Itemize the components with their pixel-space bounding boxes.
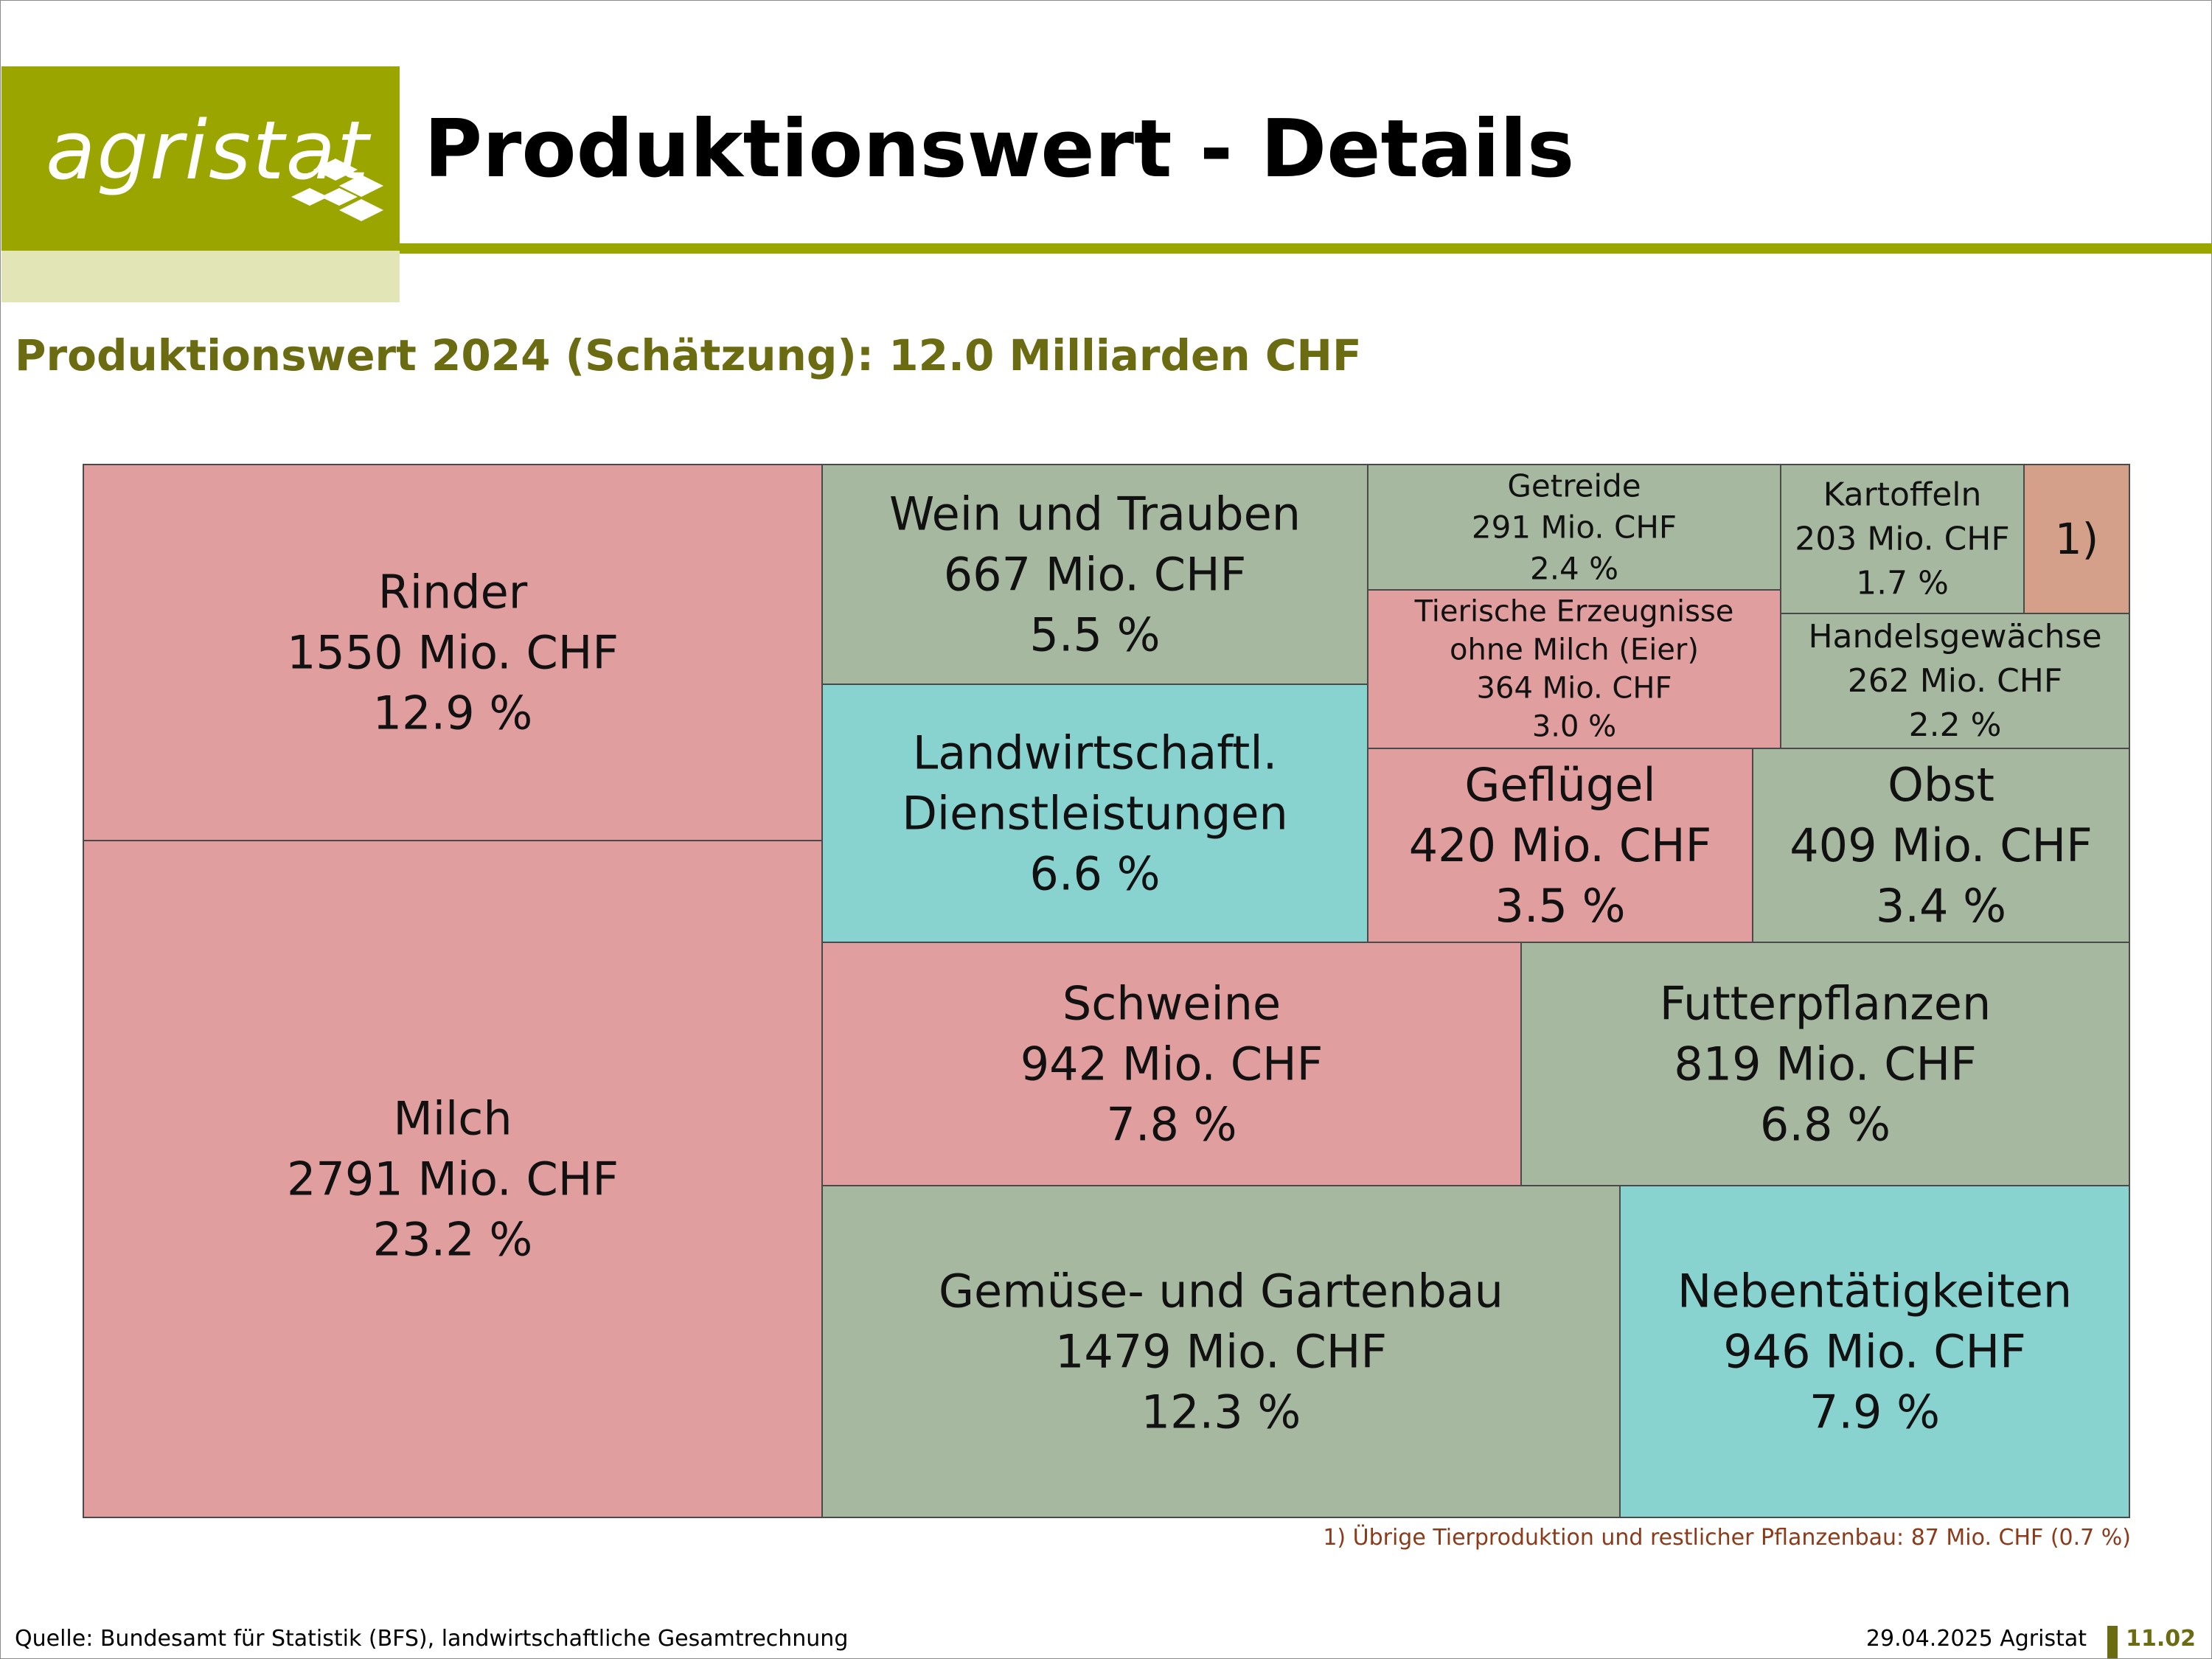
logo-text: agristat: [46, 103, 370, 198]
treemap-label-landwirtschaftl-dienstleistungen: 6.6 %: [1029, 847, 1160, 901]
treemap-label-nebent-tigkeiten: 7.9 %: [1809, 1385, 1940, 1439]
treemap-label-getreide: 2.4 %: [1530, 551, 1618, 587]
footnote: 1) Übrige Tierproduktion und restlicher …: [1323, 1525, 2131, 1551]
treemap-label-gem-se-und-gartenbau: 1479 Mio. CHF: [1055, 1325, 1387, 1379]
treemap-label-wein-und-trauben: 667 Mio. CHF: [944, 548, 1247, 602]
treemap-tile-nebent-tigkeiten: [1619, 1185, 2130, 1518]
treemap-label-tierische-erzeugnisse-ohne-milch-eier: Tierische Erzeugnisse: [1414, 595, 1734, 629]
treemap-label-tierische-erzeugnisse-ohne-milch-eier: 3.0 %: [1532, 710, 1616, 744]
treemap-label-futterpflanzen: Futterpflanzen: [1660, 977, 1992, 1031]
treemap-label-nebent-tigkeiten: Nebentätigkeiten: [1677, 1265, 2072, 1318]
logo: [1, 66, 400, 251]
treemap-label-wein-und-trauben: 5.5 %: [1029, 608, 1160, 662]
treemap-label-gem-se-und-gartenbau: 12.3 %: [1141, 1385, 1301, 1439]
treemap-label-getreide: Getreide: [1507, 468, 1641, 504]
treemap-label-tierische-erzeugnisse-ohne-milch-eier: 364 Mio. CHF: [1477, 672, 1672, 706]
slide-number: 11.02: [2126, 1626, 2196, 1652]
diamond-logo-icon: [291, 159, 383, 221]
treemap-label-nebent-tigkeiten: 946 Mio. CHF: [1723, 1325, 2026, 1379]
treemap-label-obst: 409 Mio. CHF: [1790, 818, 2093, 872]
treemap-label-schweine: Schweine: [1062, 977, 1281, 1031]
treemap-label-kartoffeln: Kartoffeln: [1823, 476, 1982, 514]
treemap-tile-obst: [1752, 748, 2130, 943]
header-rule: [400, 243, 2212, 254]
treemap-label-obst: Obst: [1888, 758, 1994, 812]
treemap-tile-gem-se-und-gartenbau: [821, 1185, 1621, 1518]
treemap-label-rinder: 12.9 %: [373, 686, 533, 740]
treemap-label-gefl-gel: 3.5 %: [1495, 879, 1625, 933]
treemap-tile-getreide: [1367, 464, 1781, 591]
treemap-label-futterpflanzen: 6.8 %: [1760, 1098, 1891, 1152]
treemap-tile-rinder: [83, 464, 823, 841]
treemap-label-milch: 23.2 %: [373, 1213, 533, 1267]
chart-subtitle: Produktionswert 2024 (Schätzung): 12.0 M…: [15, 330, 1362, 380]
treemap-tile-futterpflanzen: [1520, 942, 2130, 1186]
treemap-label-rinder: Rinder: [378, 566, 528, 619]
treemap-label-rinder: 1550 Mio. CHF: [287, 626, 619, 680]
treemap-label-1: 1): [2055, 514, 2099, 564]
treemap-label-kartoffeln: 1.7 %: [1856, 565, 1949, 602]
treemap-label-landwirtschaftl-dienstleistungen: Dienstleistungen: [902, 787, 1288, 841]
treemap-label-handelsgew-chse: 262 Mio. CHF: [1848, 662, 2062, 700]
treemap-tile-handelsgew-chse: [1780, 613, 2130, 749]
treemap-label-wein-und-trauben: Wein und Trauben: [889, 487, 1301, 541]
treemap-tile-milch: [83, 840, 823, 1518]
footer-divider: [2107, 1626, 2118, 1658]
source-note: Quelle: Bundesamt für Statistik (BFS), l…: [15, 1626, 849, 1652]
treemap-label-gefl-gel: Geflügel: [1464, 758, 1655, 812]
treemap-label-handelsgew-chse: Handelsgewächse: [1808, 618, 2101, 655]
treemap-label-milch: Milch: [393, 1092, 512, 1146]
treemap-tile-schweine: [821, 942, 1522, 1186]
footer-date: 29.04.2025 Agristat: [1865, 1626, 2087, 1652]
treemap-label-handelsgew-chse: 2.2 %: [1909, 706, 2002, 744]
treemap-label-tierische-erzeugnisse-ohne-milch-eier: ohne Milch (Eier): [1450, 633, 1699, 667]
treemap-label-landwirtschaftl-dienstleistungen: Landwirtschaftl.: [913, 726, 1278, 780]
treemap-tile-1: [2023, 464, 2130, 614]
treemap-label-obst: 3.4 %: [1876, 879, 2006, 933]
treemap-label-schweine: 7.8 %: [1106, 1098, 1237, 1152]
logo-accent: [1, 251, 400, 302]
treemap-label-gefl-gel: 420 Mio. CHF: [1409, 818, 1712, 872]
treemap-tile-tierische-erzeugnisse-ohne-milch-eier: [1367, 589, 1781, 749]
treemap-label-kartoffeln: 203 Mio. CHF: [1795, 521, 2009, 558]
page-title: Produktionswert - Details: [424, 103, 1575, 195]
treemap-label-futterpflanzen: 819 Mio. CHF: [1674, 1037, 1977, 1091]
treemap-tile-landwirtschaftl-dienstleistungen: [821, 684, 1368, 943]
treemap-tile-wein-und-trauben: [821, 464, 1368, 685]
treemap-tile-kartoffeln: [1780, 464, 2025, 614]
treemap-tile-gefl-gel: [1367, 748, 1753, 943]
treemap-label-milch: 2791 Mio. CHF: [287, 1152, 619, 1206]
treemap-label-getreide: 291 Mio. CHF: [1472, 509, 1677, 546]
treemap-label-gem-se-und-gartenbau: Gemüse- und Gartenbau: [939, 1265, 1503, 1318]
treemap-label-schweine: 942 Mio. CHF: [1020, 1037, 1324, 1091]
